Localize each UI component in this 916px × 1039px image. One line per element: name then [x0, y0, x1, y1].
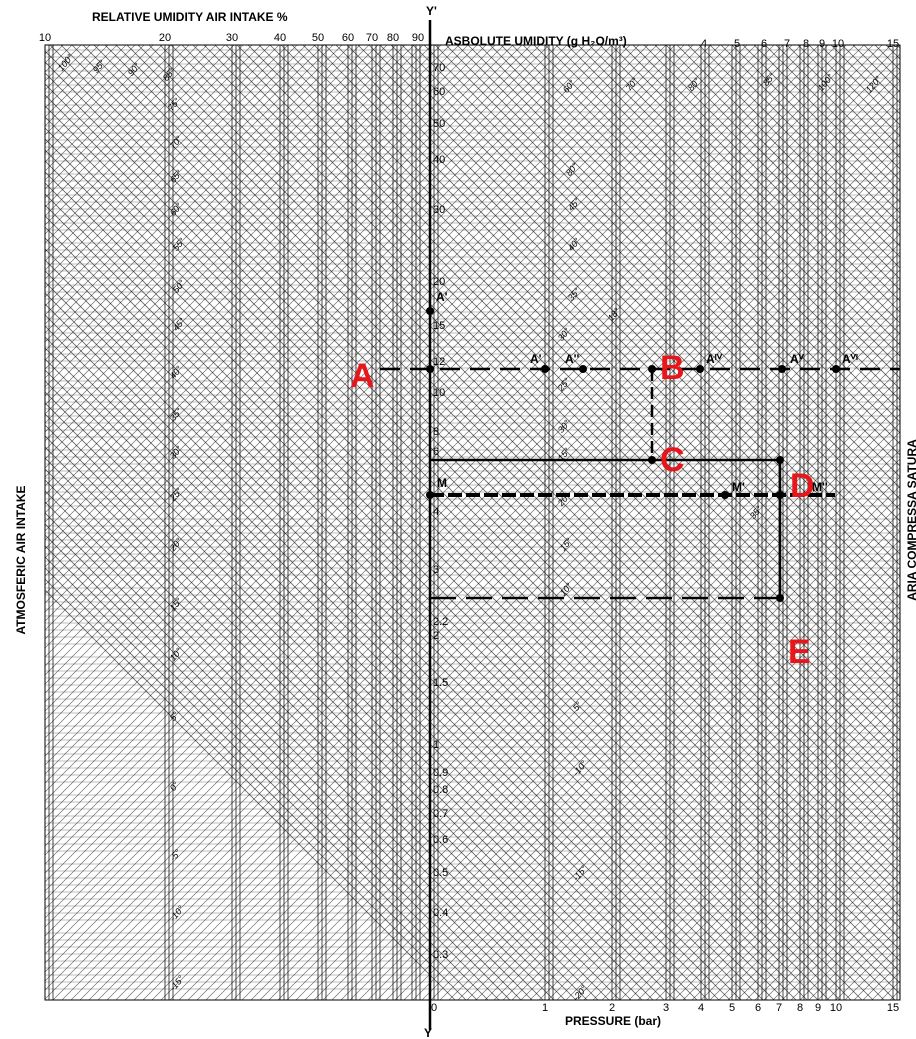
point — [776, 594, 784, 602]
point-label: A' — [530, 352, 542, 366]
point — [426, 307, 434, 315]
center-tick: 40 — [433, 154, 445, 166]
center-tick: 70 — [433, 62, 445, 74]
top-right-tick: 6 — [761, 38, 767, 50]
point — [541, 365, 549, 373]
center-tick: 2 — [433, 630, 439, 642]
point-label: M'' — [812, 480, 828, 494]
point — [721, 491, 729, 499]
route-point-label: D — [790, 467, 815, 505]
top-right-tick: 8 — [803, 38, 809, 50]
bottom-title: PRESSURE (bar) — [565, 1014, 661, 1028]
bottom-tick: 2 — [609, 1002, 615, 1014]
center-tick: 1.5 — [433, 677, 448, 689]
route-point-label: A — [350, 357, 375, 395]
bottom-tick: 1 — [542, 1002, 548, 1014]
point — [832, 365, 840, 373]
absolute-humidity-title: ASBOLUTE UMIDITY (g H₂O/m³) — [445, 34, 627, 48]
center-tick: 30 — [433, 204, 445, 216]
point-label: Aⱽ — [790, 352, 805, 366]
point-label: A'' — [565, 352, 580, 366]
bottom-tick: 4 — [698, 1002, 704, 1014]
point — [696, 365, 704, 373]
center-tick: 8 — [433, 426, 439, 438]
bottom-tick: 5 — [729, 1002, 735, 1014]
bottom-tick: 7 — [776, 1002, 782, 1014]
center-tick: 0.3 — [433, 949, 448, 961]
y-bottom: Y — [424, 1026, 432, 1039]
center-tick: 0.9 — [433, 767, 448, 779]
point — [776, 491, 784, 499]
route-point-label: E — [788, 633, 811, 671]
center-tick: 60 — [433, 86, 445, 98]
top-left-tick: 60 — [342, 32, 354, 44]
top-right-tick: 9 — [819, 38, 825, 50]
center-tick: 0.7 — [433, 808, 448, 820]
bottom-tick: 8 — [797, 1002, 803, 1014]
route-point-label: C — [660, 441, 685, 479]
point — [426, 491, 434, 499]
center-tick: 50 — [433, 118, 445, 130]
center-tick: 10 — [433, 387, 445, 399]
point-label: Aᴵⱽ — [706, 352, 723, 366]
point — [776, 456, 784, 464]
top-right-tick: 4 — [701, 38, 707, 50]
center-tick: 12 — [433, 356, 445, 368]
bottom-tick: 15 — [887, 1002, 899, 1014]
point-label: Aⱽᴵ — [842, 352, 858, 366]
relative-humidity-title: RELATIVE UMIDITY AIR INTAKE % — [92, 10, 288, 24]
center-tick: 6 — [433, 446, 439, 458]
point-label: A' — [436, 290, 448, 304]
top-right-tick: 10 — [832, 38, 844, 50]
top-left-tick: 30 — [226, 32, 238, 44]
center-tick: 0.4 — [433, 907, 448, 919]
center-tick: 3 — [433, 564, 439, 576]
center-tick: 20 — [433, 276, 445, 288]
left-title: ATMOSFERIC AIR INTAKE — [14, 485, 28, 634]
center-tick: 2.2 — [433, 616, 448, 628]
bottom-tick: 0 — [431, 1002, 437, 1014]
right-title: ARIA COMPRESSA SATURA — [905, 439, 916, 601]
top-left-tick: 50 — [312, 32, 324, 44]
top-left-tick: 40 — [274, 32, 286, 44]
top-left-tick: 80 — [387, 32, 399, 44]
top-right-tick: 15 — [887, 38, 899, 50]
center-tick: 0.6 — [433, 834, 448, 846]
route-point-label: B — [660, 349, 685, 387]
center-tick: 0.5 — [433, 867, 448, 879]
top-left-tick: 70 — [366, 32, 378, 44]
top-left-tick: 10 — [39, 32, 51, 44]
point — [778, 365, 786, 373]
point — [579, 365, 587, 373]
center-tick: 0.8 — [433, 784, 448, 796]
top-left-tick: 20 — [159, 32, 171, 44]
bottom-tick: 6 — [755, 1002, 761, 1014]
top-right-tick: 7 — [784, 38, 790, 50]
center-tick: 15 — [433, 320, 445, 332]
center-tick: 4 — [433, 506, 439, 518]
point — [648, 456, 656, 464]
point — [648, 365, 656, 373]
y-top: Y' — [426, 4, 437, 18]
bottom-tick: 10 — [830, 1002, 842, 1014]
bottom-tick: 3 — [663, 1002, 669, 1014]
top-right-tick: 5 — [734, 38, 740, 50]
point-label: M' — [732, 480, 745, 494]
bottom-tick: 9 — [815, 1002, 821, 1014]
point-label: M — [437, 476, 447, 490]
nomogram: RELATIVE UMIDITY AIR INTAKE % ASBOLUTE U… — [0, 0, 916, 1039]
center-tick: 1 — [433, 739, 439, 751]
top-left-tick: 90 — [412, 32, 424, 44]
